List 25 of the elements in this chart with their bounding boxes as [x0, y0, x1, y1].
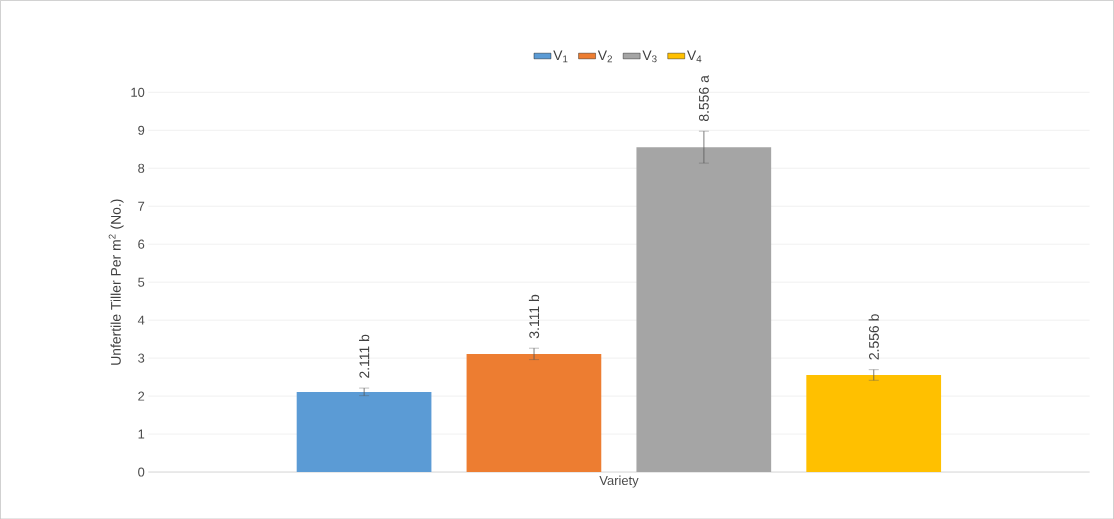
y-tick-label: 7 — [138, 201, 145, 211]
legend-label: V$_{1}$ — [553, 50, 568, 63]
y-tick-label: 9 — [138, 125, 145, 135]
y-tick-label: 10 — [131, 87, 145, 97]
bar — [466, 353, 602, 472]
bar — [636, 146, 772, 472]
y-tick-label: 1 — [138, 429, 145, 439]
bar — [806, 374, 942, 472]
y-tick-label: 2 — [138, 391, 145, 401]
data-label: 2.556 b — [868, 314, 879, 360]
legend-label: V$_{2}$ — [597, 50, 612, 63]
y-tick-label: 6 — [138, 239, 145, 249]
y-axis-title: Unfertile Tiller Per m$^{2}$ (No.) — [108, 199, 124, 365]
data-label: 8.556 a — [698, 74, 709, 121]
data-label: 3.111 b — [528, 294, 540, 338]
bar — [296, 391, 432, 472]
y-tick-label: 0 — [138, 467, 145, 477]
y-tick-label: 8 — [138, 163, 145, 173]
y-tick-label: 4 — [137, 315, 145, 325]
data-label: 2.111 b — [359, 334, 370, 378]
legend-label: V$_{4}$ — [687, 50, 702, 63]
legend-label: V$_{3}$ — [642, 50, 657, 63]
y-tick-label: 3 — [138, 353, 145, 363]
x-tick-label: Variety — [599, 475, 639, 488]
y-tick-label: 5 — [138, 277, 145, 287]
